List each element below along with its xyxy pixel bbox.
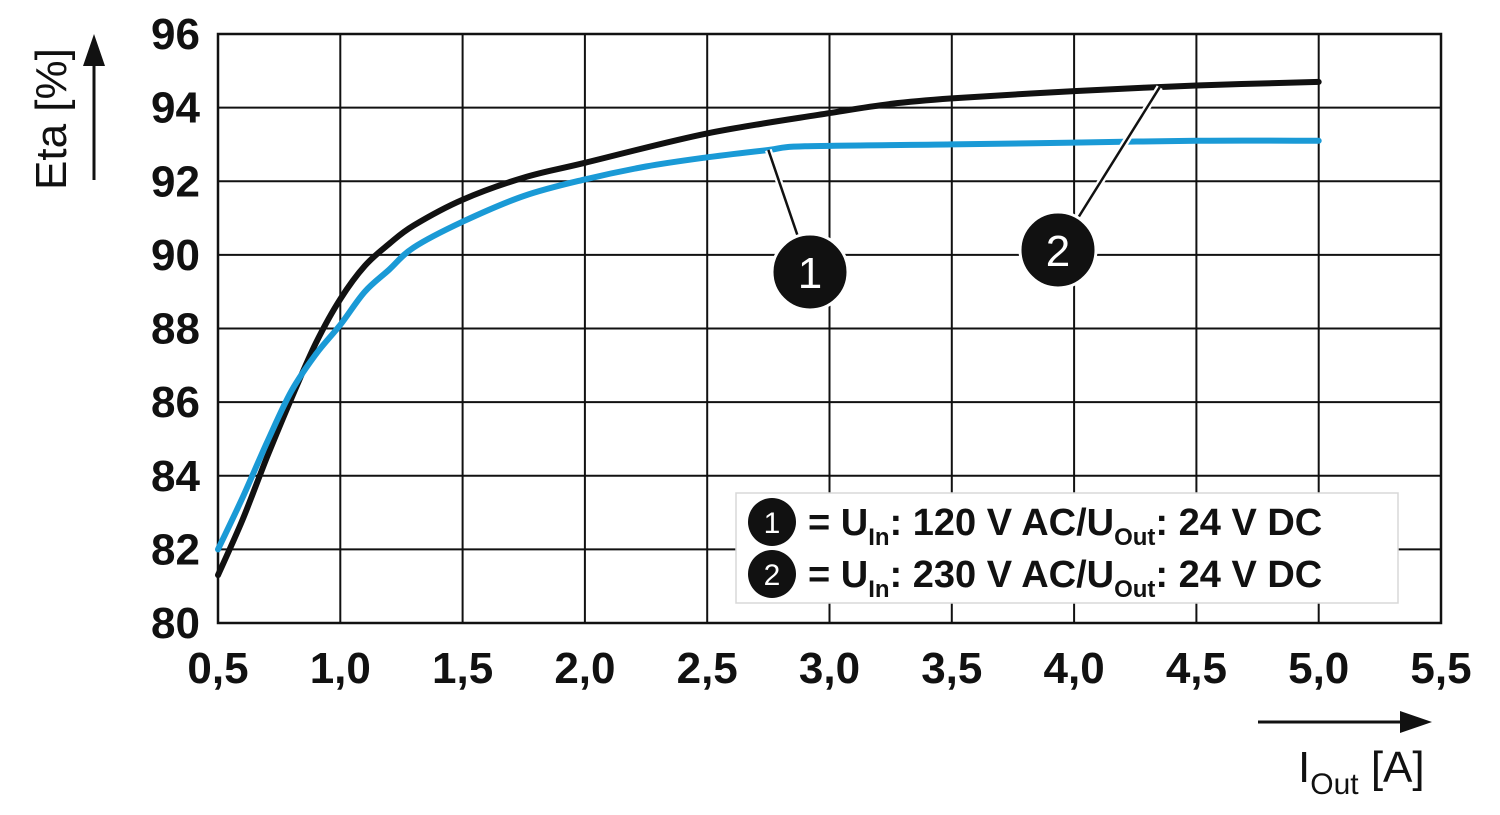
y-axis-title: Eta [%] (27, 48, 76, 190)
legend-2-mid: : 230 V AC/U (890, 554, 1115, 596)
callout-badge-label-2: 2 (1046, 227, 1070, 276)
x-axis-title: IOut [A] (1298, 743, 1425, 801)
y-tick-label: 80 (151, 599, 200, 648)
x-axis-arrow-head (1400, 711, 1432, 733)
y-tick-label: 92 (151, 157, 200, 206)
x-tick-label: 2,5 (677, 644, 738, 693)
x-axis-title-unit: [A] (1359, 743, 1425, 792)
x-tick-label: 0,5 (187, 644, 248, 693)
legend-label-1: = UIn: 120 V AC/UOut: 24 V DC (808, 502, 1322, 551)
x-axis-title-sub: Out (1310, 768, 1359, 801)
y-tick-labels: 80 82 84 86 88 90 92 94 96 (151, 10, 200, 648)
y-tick-label: 90 (151, 231, 200, 280)
y-axis-arrow-head (83, 34, 105, 66)
legend-1-eq: = U (808, 502, 868, 544)
callout-badge-1 (770, 232, 850, 312)
series-line-1 (215, 137, 1322, 553)
legend-2-eq: = U (808, 554, 868, 596)
legend-1-end: : 24 V DC (1155, 502, 1322, 544)
legend-1-in-sub: In (868, 524, 889, 551)
x-axis-title-group: IOut [A] (1258, 711, 1432, 801)
legend-badge-1 (748, 498, 796, 546)
y-tick-label: 82 (151, 525, 200, 574)
y-tick-label: 96 (151, 10, 200, 59)
legend-1-out-sub: Out (1114, 524, 1155, 551)
legend: 1 = UIn: 120 V AC/UOut: 24 V DC 2 = UIn:… (735, 492, 1399, 604)
legend-box (735, 492, 1399, 604)
y-tick-label: 86 (151, 378, 200, 427)
x-tick-label: 4,0 (1044, 644, 1105, 693)
legend-2-out-sub: Out (1114, 576, 1155, 603)
x-tick-label: 1,5 (432, 644, 493, 693)
x-tick-labels: 0,5 1,0 1,5 2,0 2,5 3,0 3,5 4,0 4,5 5,0 5,5 (187, 644, 1471, 693)
y-tick-label: 88 (151, 305, 200, 354)
y-tick-label: 84 (151, 452, 200, 501)
legend-2-end: : 24 V DC (1155, 554, 1322, 596)
plot-frame (216, 32, 1443, 625)
legend-badge-2-label: 2 (764, 559, 781, 592)
x-tick-label: 4,5 (1166, 644, 1227, 693)
y-tick-label: 94 (151, 84, 200, 133)
legend-label-2: = UIn: 230 V AC/UOut: 24 V DC (808, 554, 1322, 603)
legend-2-in-sub: In (868, 576, 889, 603)
x-axis-title-main: I (1298, 743, 1310, 792)
callout-badge-label-1: 1 (798, 249, 822, 298)
x-tick-label: 3,5 (921, 644, 982, 693)
legend-badge-1-label: 1 (764, 507, 781, 540)
x-tick-label: 2,0 (554, 644, 615, 693)
x-tick-label: 5,0 (1288, 644, 1349, 693)
callout-badge-2 (1018, 210, 1098, 290)
legend-entry-1: 1 = UIn: 120 V AC/UOut: 24 V DC (748, 498, 1322, 551)
series-lines (215, 78, 1322, 579)
legend-entry-2: 2 = UIn: 230 V AC/UOut: 24 V DC (748, 550, 1322, 603)
legend-1-mid: : 120 V AC/U (890, 502, 1115, 544)
x-tick-label: 3,0 (799, 644, 860, 693)
x-tick-label: 1,0 (310, 644, 371, 693)
legend-badge-2 (748, 550, 796, 598)
y-axis-title-group: Eta [%] (27, 34, 105, 190)
x-tick-label: 5,5 (1410, 644, 1471, 693)
